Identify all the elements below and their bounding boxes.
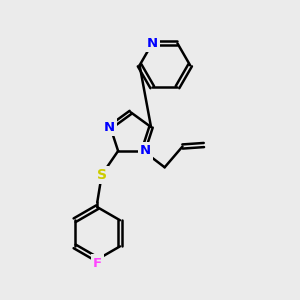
- Text: N: N: [147, 37, 158, 50]
- Text: N: N: [103, 121, 114, 134]
- Text: N: N: [140, 145, 151, 158]
- Text: S: S: [97, 168, 107, 182]
- Text: F: F: [93, 256, 102, 269]
